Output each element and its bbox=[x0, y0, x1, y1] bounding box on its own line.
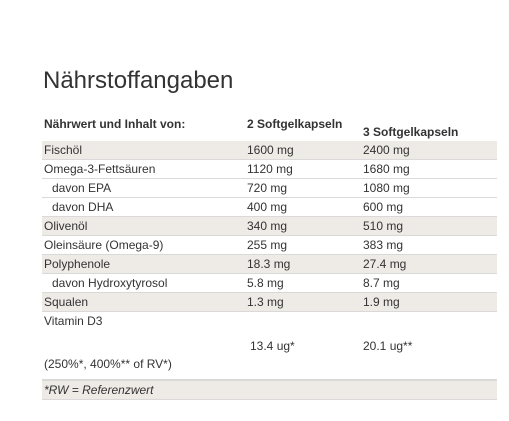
row-value-3: 1680 mg bbox=[363, 162, 410, 176]
row-label: Squalen bbox=[44, 295, 89, 309]
row-label: davon Hydroxytyrosol bbox=[52, 276, 168, 290]
vitamin-value-3: 20.1 ug** bbox=[363, 338, 413, 353]
header-2-capsules: 2 Softgelkapseln bbox=[247, 117, 343, 131]
row-value-3: 27.4 mg bbox=[363, 257, 407, 271]
table-row: Olivenöl 340 mg 510 mg bbox=[42, 217, 497, 236]
row-value-3: 383 mg bbox=[363, 238, 404, 252]
table-row-vitamin-d3: Vitamin D3 (250%*, 400%** of RV*) 13.4 u… bbox=[42, 312, 497, 380]
row-value-2: 340 mg bbox=[247, 219, 288, 233]
table-row: Omega-3-Fettsäuren 1120 mg 1680 mg bbox=[42, 160, 497, 179]
row-value-3: 600 mg bbox=[363, 200, 404, 214]
row-value-2: 1120 mg bbox=[247, 162, 293, 176]
row-value-2: 5.8 mg bbox=[247, 276, 284, 290]
table-header-row: Nährwert und Inhalt von: 2 Softgelkapsel… bbox=[42, 109, 497, 141]
table-row: Fischöl 1600 mg 2400 mg bbox=[42, 141, 497, 160]
row-value-2: 720 mg bbox=[247, 181, 288, 195]
header-nutrient: Nährwert und Inhalt von: bbox=[44, 117, 186, 131]
nutrition-table: Nährwert und Inhalt von: 2 Softgelkapsel… bbox=[42, 109, 497, 400]
row-value-3: 2400 mg bbox=[363, 143, 410, 157]
row-value-3: 1080 mg bbox=[363, 181, 410, 195]
vitamin-label-cell: Vitamin D3 (250%*, 400%** of RV*) bbox=[42, 312, 245, 379]
row-label: Fischöl bbox=[44, 143, 83, 157]
table-row: davon EPA 720 mg 1080 mg bbox=[42, 179, 497, 198]
row-label: Polyphenole bbox=[44, 257, 111, 271]
vitamin-value-2: 13.4 ug* bbox=[250, 338, 295, 353]
footnote: *RW = Referenzwert bbox=[42, 380, 497, 400]
table-row: Squalen 1.3 mg 1.9 mg bbox=[42, 293, 497, 312]
row-label: Oleinsäure (Omega-9) bbox=[44, 238, 164, 252]
row-value-2: 18.3 mg bbox=[247, 257, 291, 271]
table-row: Polyphenole 18.3 mg 27.4 mg bbox=[42, 255, 497, 274]
table-row: davon DHA 400 mg 600 mg bbox=[42, 198, 497, 217]
row-label: Olivenöl bbox=[44, 219, 88, 233]
table-row: davon Hydroxytyrosol 5.8 mg 8.7 mg bbox=[42, 274, 497, 293]
row-value-2: 255 mg bbox=[247, 238, 288, 252]
row-label: davon EPA bbox=[52, 181, 112, 195]
row-value-3: 1.9 mg bbox=[363, 295, 400, 309]
row-value-3: 510 mg bbox=[363, 219, 404, 233]
row-label: davon DHA bbox=[52, 200, 114, 214]
table-row: Oleinsäure (Omega-9) 255 mg 383 mg bbox=[42, 236, 497, 255]
header-3-capsules: 3 Softgelkapseln bbox=[363, 125, 459, 139]
row-value-2: 1600 mg bbox=[247, 143, 294, 157]
row-label: Omega-3-Fettsäuren bbox=[44, 162, 156, 176]
vitamin-label: Vitamin D3 bbox=[44, 314, 103, 328]
row-value-2: 1.3 mg bbox=[247, 295, 284, 309]
row-value-2: 400 mg bbox=[247, 200, 288, 214]
table-body: Fischöl 1600 mg 2400 mg Omega-3-Fettsäuren 1… bbox=[42, 141, 497, 312]
page-title: Nährstoffangaben bbox=[43, 67, 234, 94]
vitamin-sublabel: (250%*, 400%** of RV*) bbox=[44, 357, 172, 371]
row-value-3: 8.7 mg bbox=[363, 276, 400, 290]
